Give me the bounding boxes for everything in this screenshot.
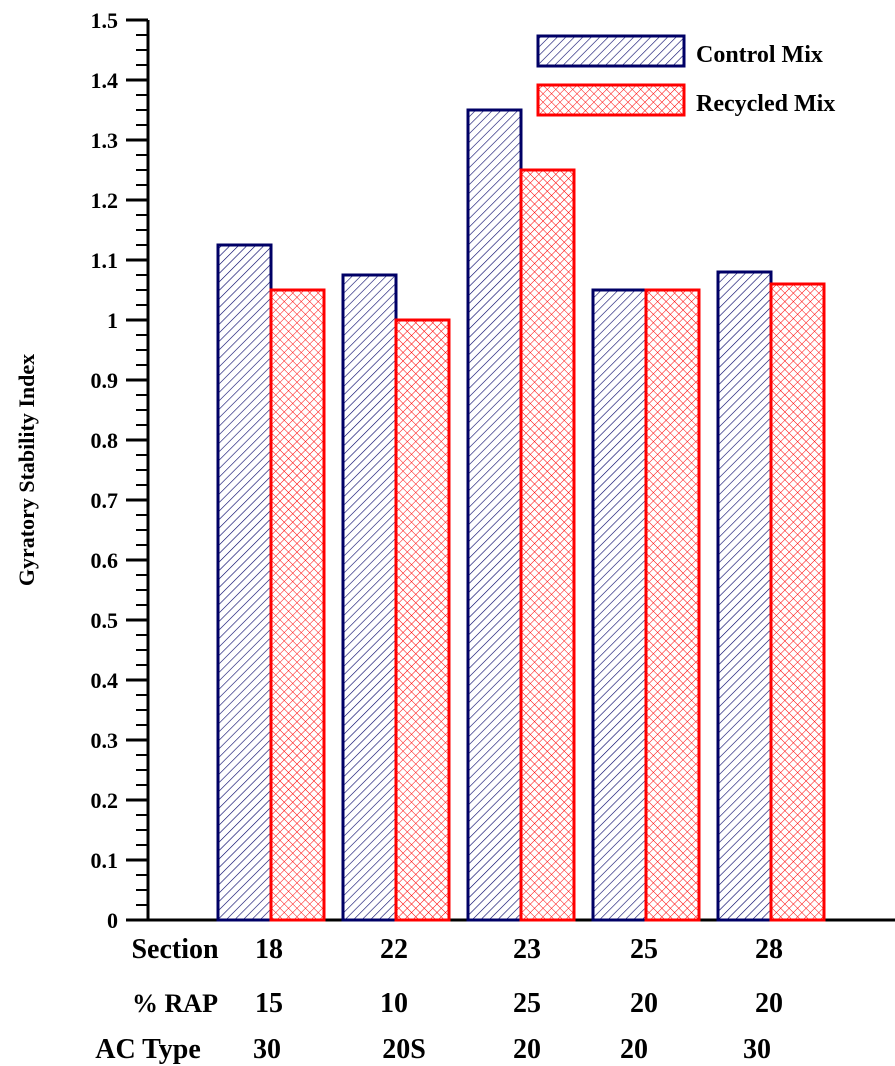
table-cell: 30	[743, 1034, 771, 1065]
y-tick-label: 0.8	[91, 428, 119, 453]
y-tick-label: 0.9	[91, 368, 119, 393]
category-table: Section 18 22 23 25 28 % RAP 15 10 25 20 20 AC Type 3…	[95, 934, 783, 1065]
table-row-label: AC Type	[95, 1034, 201, 1065]
bar-control-mix-18	[216, 243, 273, 922]
bar-recycled-mix-18	[269, 288, 326, 922]
y-tick-label: 0.4	[91, 668, 119, 693]
bar-recycled-mix-25	[644, 288, 701, 922]
bars	[216, 108, 826, 922]
y-axis: 0 0.1 0.2 0.3 0.4 0.5 0.6 0.7 0.8 0.9 1 1.1 1.2 1.3 1.…	[91, 8, 150, 933]
table-cell: 15	[255, 988, 283, 1019]
legend: Control Mix Recycled Mix	[536, 34, 835, 117]
table-cell: 22	[380, 934, 408, 965]
y-tick-label: 1.1	[91, 248, 119, 273]
table-cell: 18	[255, 934, 283, 965]
y-tick-label: 0	[107, 908, 118, 933]
legend-swatch-recycled-mix	[536, 83, 686, 117]
table-cell: 20	[630, 988, 658, 1019]
bar-control-mix-22	[341, 273, 398, 922]
y-tick-label: 1.4	[91, 68, 119, 93]
table-cell: 20S	[382, 1034, 426, 1065]
table-cell: 25	[513, 988, 541, 1019]
bar-control-mix-28	[716, 270, 773, 922]
y-tick-label: 0.7	[91, 488, 119, 513]
y-tick-label: 0.1	[91, 848, 119, 873]
y-tick-label: 0.3	[91, 728, 119, 753]
bar-recycled-mix-22	[394, 318, 451, 922]
y-tick-label: 0.2	[91, 788, 119, 813]
table-cell: 10	[380, 988, 408, 1019]
legend-label-control-mix: Control Mix	[696, 42, 823, 68]
y-tick-label: 1.5	[91, 8, 119, 33]
y-tick-label: 1.2	[91, 188, 119, 213]
table-cell: 20	[755, 988, 783, 1019]
table-cell: 30	[253, 1034, 281, 1065]
table-row-label: Section	[131, 934, 219, 965]
bar-control-mix-23	[466, 108, 523, 922]
y-tick-label: 1.3	[91, 128, 119, 153]
bar-control-mix-25	[591, 288, 648, 922]
y-tick-label: 0.6	[91, 548, 119, 573]
bar-recycled-mix-28	[769, 282, 826, 922]
table-cell: 20	[513, 1034, 541, 1065]
table-row-label: % RAP	[132, 989, 218, 1018]
legend-label-recycled-mix: Recycled Mix	[696, 91, 835, 117]
bar-recycled-mix-23	[519, 168, 576, 922]
y-axis-label: Gyratory Stability Index	[14, 354, 39, 586]
legend-swatch-control-mix	[536, 34, 686, 68]
table-cell: 20	[620, 1034, 648, 1065]
table-cell: 25	[630, 934, 658, 965]
table-cell: 23	[513, 934, 541, 965]
y-tick-label: 0.5	[91, 608, 119, 633]
table-cell: 28	[755, 934, 783, 965]
y-tick-label: 1	[107, 308, 118, 333]
